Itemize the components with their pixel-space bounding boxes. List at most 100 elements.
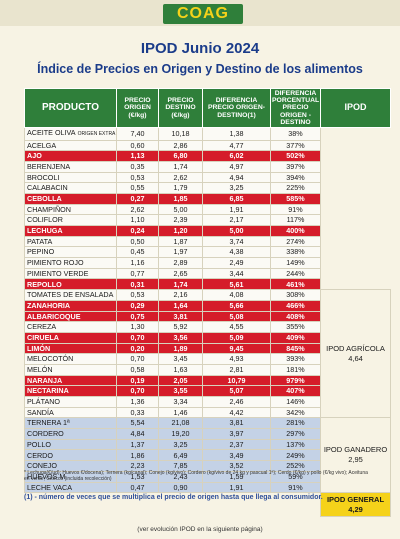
cell-producto: REPOLLO [24,278,117,291]
cell-diferencia: 9,45 [202,342,271,355]
cell-precio-destino: 21,08 [158,417,203,430]
cell-diferencia: 3,25 [202,182,271,194]
cell-diferencia: 1,91 [202,203,271,216]
ipod-general-spacer [24,492,321,517]
cell-porcentaje: 355% [270,321,321,333]
cell-precio-origen: 0,53 [116,171,159,184]
cell-porcentaje: 274% [270,235,321,248]
table-row: PATATA 0,50 1,87 3,74 274% [24,235,391,248]
cell-precio-destino: 1,87 [158,235,203,248]
cell-producto-nota: ORIGEN EXTRA [77,131,116,138]
cell-producto: TERNERA 1ª [24,417,117,430]
cell-producto: CIRUELA [24,331,117,344]
units-note: * Lechuga(€/ud); Huevos €/docena); Terne… [24,470,368,482]
cell-precio-destino: 1,46 [158,406,203,419]
cell-precio-origen: 0,60 [116,139,159,152]
table-body: ACEITE OLIVA ORIGEN EXTRA 7,40 10,18 1,38 38%… [24,127,391,518]
ipod-table: PRODUCTO PRECIO ORIGEN (€/kg) PRECIO DES… [24,87,391,518]
cell-diferencia: 4,38 [202,246,271,259]
table-row: PEPINO 0,45 1,97 4,38 338% [24,246,391,259]
cell-producto: CEREZA [24,321,117,333]
cell-precio-origen: 2,62 [116,203,159,216]
cell-precio-destino: 6,49 [158,449,203,462]
cell-producto: ACEITE OLIVA ORIGEN EXTRA [24,127,117,141]
cell-porcentaje: 225% [270,182,321,194]
table-row: NARANJA 0,19 2,05 10,79 979% [24,374,391,387]
page-subtitle: Índice de Precios en Origen y Destino de… [37,62,363,76]
cell-diferencia: 4,94 [202,171,271,184]
cell-porcentaje: 408% [270,310,321,323]
ipod-general-label: IPOD GENERAL [326,494,385,504]
ipod-ganadero: IPOD GANADERO 2,95 [320,417,391,494]
cell-precio-origen: 0,70 [116,385,159,398]
cell-porcentaje: 137% [270,438,321,451]
cell-producto: BERENJENA [24,160,117,173]
cell-porcentaje: 342% [270,406,321,419]
cell-precio-destino: 2,89 [158,257,203,269]
ipod-agricola-label: IPOD AGRÍCOLA [326,343,385,353]
cell-precio-origen: 0,31 [116,278,159,291]
cell-precio-destino: 2,16 [158,289,203,301]
cell-diferencia: 2,37 [202,438,271,451]
table-row: HUEVOS M 1,53 2,43 1,59 59% [24,470,391,483]
table-row: CEREZA 1,30 5,92 4,55 355% [24,321,391,333]
table-row: BERENJENA 0,35 1,74 4,97 397% [24,160,391,173]
cell-precio-origen: 1,13 [116,150,159,162]
cell-diferencia: 4,93 [202,353,271,365]
cell-precio-destino: 3,56 [158,331,203,344]
cell-porcentaje: 252% [270,460,321,472]
cell-porcentaje: 249% [270,449,321,462]
ipod-ganadero-value: 2,95 [348,455,363,465]
cell-precio-origen: 0,70 [116,331,159,344]
cell-precio-origen: 0,27 [116,192,159,205]
cell-diferencia: 5,09 [202,331,271,344]
table-header: PRODUCTO PRECIO ORIGEN (€/kg) PRECIO DES… [24,87,391,129]
cell-producto: AJO [24,150,117,162]
cell-producto: LECHUGA [24,225,117,237]
cell-diferencia: 5,00 [202,225,271,237]
cell-precio-origen: 0,19 [116,374,159,387]
cell-porcentaje: 244% [270,267,321,280]
cell-diferencia: 3,81 [202,417,271,430]
next-page-note: (ver evolución IPOD en la siguiente pági… [137,526,263,533]
col-header-precio-destino: PRECIO DESTINO (€/kg) [158,87,203,129]
cell-precio-origen: 4,84 [116,428,159,440]
cell-diferencia: 4,42 [202,406,271,419]
ipod-agricola-value: 4,64 [348,353,363,363]
ipod-general-row: IPOD GENERAL 4,29 [24,492,391,518]
col-header-precio-origen: PRECIO ORIGEN (€/kg) [116,87,159,129]
cell-porcentaje: 91% [270,481,321,494]
cell-porcentaje: 181% [270,363,321,376]
table-row: MELÓN 0,58 1,63 2,81 181% [24,363,391,376]
cell-producto: PIMIENTO VERDE [24,267,117,280]
table-row: ACEITE OLIVA ORIGEN EXTRA 7,40 10,18 1,38 38% [24,127,391,290]
ipod-agricola: IPOD AGRÍCOLA 4,64 [320,289,391,419]
cell-porcentaje: 297% [270,428,321,440]
cell-porcentaje: 400% [270,225,321,237]
cell-precio-origen: 0,33 [116,406,159,419]
cell-precio-origen: 0,55 [116,182,159,194]
cell-producto: ACELGA [24,139,117,152]
cell-precio-destino: 2,86 [158,139,203,152]
cell-producto: NARANJA [24,374,117,387]
table-row: CORDERO 4,84 19,20 3,97 297% [24,428,391,440]
cell-diferencia: 3,49 [202,449,271,462]
cell-porcentaje: 502% [270,150,321,162]
cell-diferencia: 2,17 [202,214,271,227]
ipod-spacer [320,127,391,290]
table-row: CERDO 1,86 6,49 3,49 249% [24,449,391,462]
cell-precio-destino: 1,79 [158,182,203,194]
cell-producto: NECTARINA [24,385,117,398]
table-row: COLIFLOR 1,10 2,39 2,17 117% [24,214,391,227]
cell-precio-destino: 1,85 [158,192,203,205]
cell-diferencia: 5,07 [202,385,271,398]
cell-diferencia: 4,97 [202,160,271,173]
cell-precio-origen: 0,53 [116,289,159,301]
cell-producto: ALBARICOQUE [24,310,117,323]
cell-precio-destino: 2,65 [158,267,203,280]
cell-diferencia: 4,08 [202,289,271,301]
cell-precio-destino: 1,74 [158,278,203,291]
cell-precio-origen: 1,10 [116,214,159,227]
cell-precio-destino: 2,62 [158,171,203,184]
cell-porcentaje: 38% [270,127,321,141]
